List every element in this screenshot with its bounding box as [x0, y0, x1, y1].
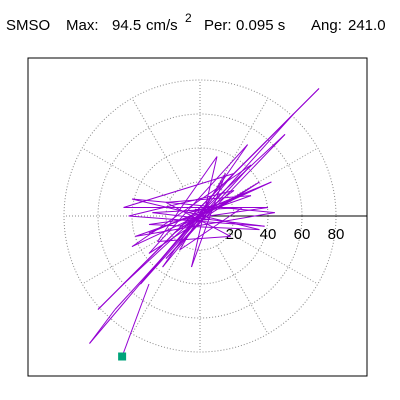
- radial-tick-80: 80: [328, 226, 345, 243]
- max-value: 94.5: [112, 17, 142, 34]
- max-unit-exponent: 2: [185, 11, 192, 25]
- trace-segment-0-43: [186, 202, 218, 227]
- trace-segment-0-27: [135, 212, 275, 237]
- period-label: Per:: [204, 17, 232, 34]
- trace-segment-0-34: [191, 173, 226, 268]
- radial-tick-60: 60: [294, 226, 311, 243]
- trace-segment-0-39: [128, 215, 265, 227]
- header: SMSO Max: 94.5 cm/s 2 Per: 0.095 s Ang: …: [0, 0, 400, 50]
- grid-spoke-120: [131, 97, 184, 187]
- grid-spoke-300: [216, 245, 269, 335]
- trace-segment-0-46: [148, 144, 248, 254]
- radial-tick-labels: 20 40 60 80: [226, 226, 345, 243]
- grid-spoke-210: [81, 232, 171, 285]
- grid-spoke-150: [81, 147, 171, 200]
- trace-segment-0-52: [114, 249, 170, 310]
- trace-segment-0-48: [162, 208, 211, 268]
- station-code: SMSO: [6, 17, 51, 34]
- trace-segment-0-26: [131, 198, 275, 214]
- trace-segment-0-31: [157, 235, 231, 242]
- motion-trace: [89, 88, 320, 344]
- trace-segment-0-49: [192, 208, 211, 222]
- max-label: Max:: [66, 17, 99, 34]
- trace-segment-0-40: [128, 190, 235, 217]
- radial-tick-40: 40: [260, 226, 277, 243]
- period-value: 0.095 s: [236, 17, 286, 34]
- trace-segment-0-47: [162, 144, 249, 268]
- max-point-square: [118, 352, 127, 361]
- plot-frame: [27, 57, 368, 377]
- trace-segment-0-19: [140, 113, 294, 285]
- trace-segment-0-32: [157, 156, 218, 242]
- trace-segment-0-37: [152, 207, 243, 214]
- angle-value: 241.0: [348, 17, 386, 34]
- grid-spoke-30: [229, 147, 319, 200]
- angle-label: Ang:: [311, 17, 342, 34]
- max-point-marker: [118, 283, 150, 361]
- max-unit: cm/s: [146, 17, 178, 34]
- trace-segment-0-45: [148, 181, 260, 254]
- grid-spoke-240: [131, 245, 184, 335]
- grid-spoke-330: [229, 232, 319, 285]
- radial-tick-20: 20: [226, 226, 243, 243]
- max-lead-line: [121, 283, 150, 357]
- trace-segment-0-28: [135, 195, 252, 237]
- grid-spoke-60: [216, 97, 269, 187]
- trace-segment-0-36: [179, 207, 243, 251]
- trace-segment-0-50: [89, 220, 194, 344]
- trace-segment-0-18: [97, 113, 294, 310]
- trace-segment-0-38: [152, 212, 265, 227]
- trace-segment-0-53: [169, 215, 201, 251]
- trace-segment-0-51: [89, 309, 116, 344]
